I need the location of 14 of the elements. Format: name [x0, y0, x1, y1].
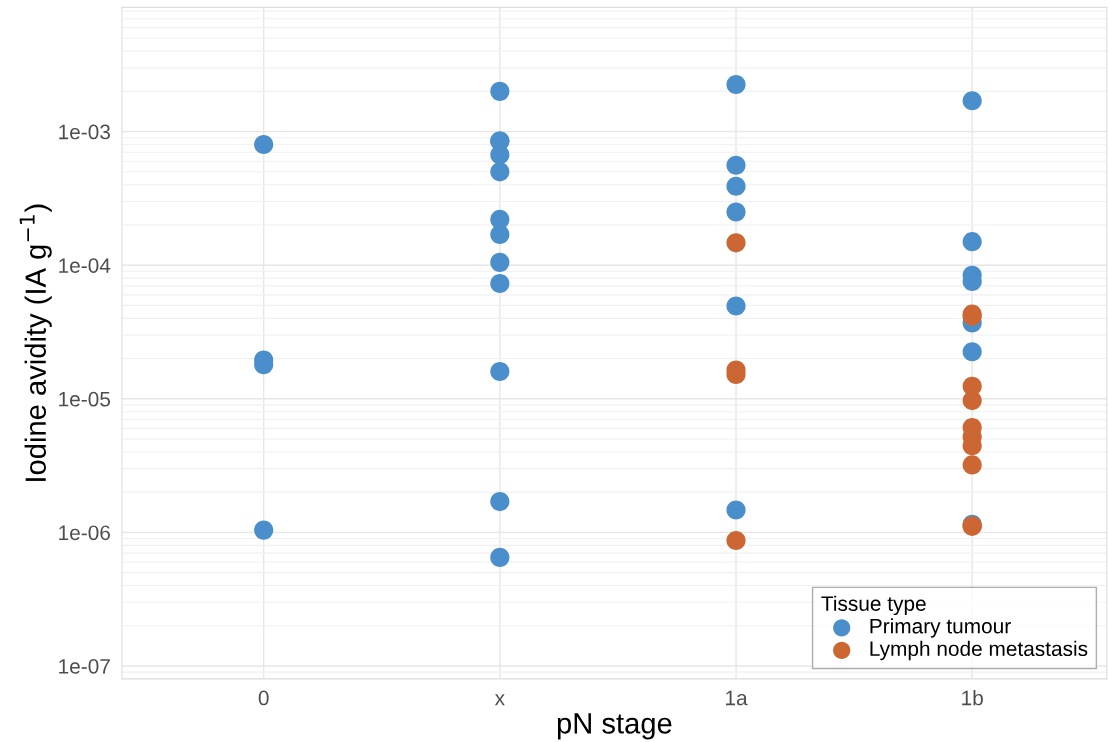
y-tick-label: 1e-04 — [59, 258, 111, 273]
x-axis-title: pN stage — [557, 713, 672, 740]
legend-title: Tissue type — [821, 595, 926, 616]
legend-label: Primary tumour — [870, 618, 1011, 638]
x-tick-label: 1a — [726, 690, 748, 706]
y-tick-label: 1e-07 — [59, 658, 110, 674]
y-tick-label: 1e-05 — [59, 391, 111, 407]
y-tick-label: 1e-03 — [59, 124, 110, 140]
legend-label: Lymph node metastasis — [870, 640, 1088, 661]
x-tick-label: 1b — [962, 690, 983, 706]
x-tick-label: 0 — [258, 690, 269, 706]
x-tick-label: x — [494, 694, 505, 706]
y-tick-label: 1e-06 — [59, 525, 110, 541]
y-axis-title: Iodine avidity (IA g$^{−1}$) — [19, 204, 52, 481]
